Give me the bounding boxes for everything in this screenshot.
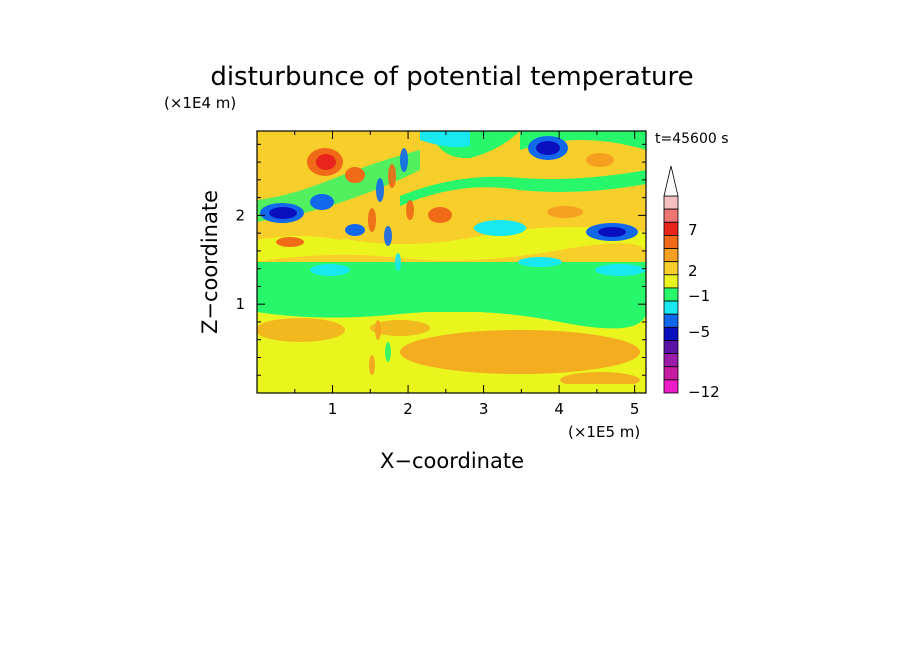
x-tick-label: 1 (328, 400, 338, 418)
colorbar-swatch (663, 248, 679, 263)
x-tick-label: 4 (554, 400, 564, 418)
x-tick-label: 2 (403, 400, 413, 418)
colorbar-swatch (663, 353, 679, 368)
contour-field (257, 131, 646, 393)
colorbar: 7 2 −1 −5 −12 (663, 165, 720, 401)
colorbar-swatch (663, 287, 679, 302)
colorbar-swatch (663, 379, 679, 394)
x-tick-label: 5 (630, 400, 640, 418)
plot-frame (256, 130, 647, 394)
colorbar-swatch (663, 208, 679, 223)
colorbar-swatch (663, 340, 679, 355)
y-unit-label: (×1E4 m) (164, 94, 236, 112)
colorbar-swatch (663, 274, 679, 289)
x-unit-label: (×1E5 m) (568, 423, 640, 441)
colorbar-swatch (663, 195, 679, 210)
colorbar-swatch (663, 313, 679, 328)
chart-title: disturbunce of potential temperature (210, 62, 693, 92)
colorbar-swatch (663, 234, 679, 249)
x-tick-label: 3 (479, 400, 489, 418)
y-tick-label: 2 (235, 206, 245, 224)
time-label: t=45600 s (655, 131, 729, 147)
colorbar-swatch (663, 326, 679, 341)
colorbar-swatch (663, 221, 679, 236)
colorbar-swatch (663, 300, 679, 315)
colorbar-swatch (663, 261, 679, 276)
colorbar-label: 2 (688, 262, 698, 280)
y-tick-label: 1 (235, 295, 245, 313)
colorbar-label: −5 (688, 323, 710, 341)
colorbar-label: −12 (688, 383, 720, 401)
axis-ticks: 1 2 3 4 5 1 2 (235, 131, 646, 418)
colorbar-label: −1 (688, 287, 710, 305)
x-axis-label: X−coordinate (380, 449, 524, 473)
y-axis-label: Z−coordinate (198, 190, 222, 334)
colorbar-extend-arrow (663, 165, 679, 197)
colorbar-label: 7 (688, 221, 698, 239)
colorbar-swatch (663, 366, 679, 381)
